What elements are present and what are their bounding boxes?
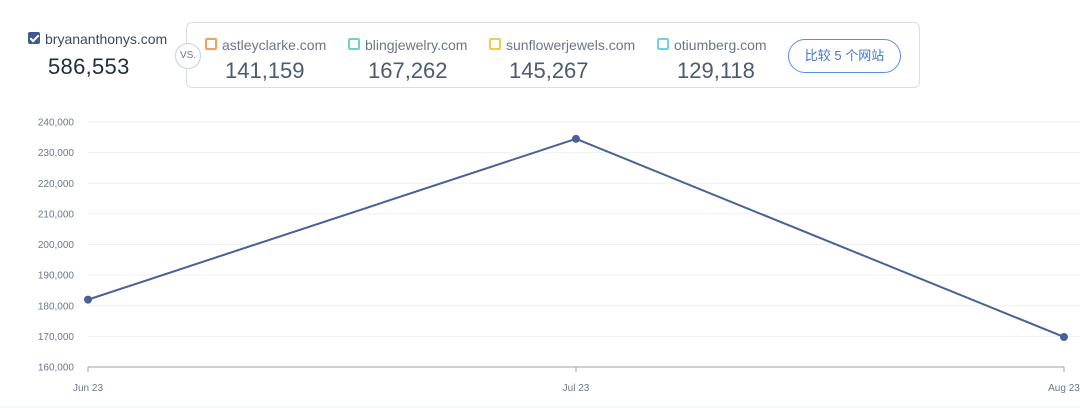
- y-tick-label: 240,000: [38, 118, 75, 129]
- competitor-item[interactable]: sunflowerjewels.com 145,267: [489, 36, 635, 84]
- y-tick-label: 190,000: [38, 271, 75, 282]
- primary-site-domain: bryananthonys.com: [45, 30, 168, 47]
- primary-site-value: 586,553: [48, 54, 130, 79]
- y-axis: 160,000 170,000 180,000 190,000 200,000 210,0…: [38, 118, 75, 374]
- x-tick-label: Jun 23: [73, 383, 103, 394]
- competitor-checkbox[interactable]: [348, 37, 360, 50]
- competitor-checkbox[interactable]: [489, 37, 501, 50]
- x-axis: Jun 23 Jul 23 Aug 23: [73, 366, 1080, 394]
- competitor-item[interactable]: blingjewelry.com 167,262: [348, 36, 467, 84]
- competitor-domain: sunflowerjewels.com: [506, 36, 636, 53]
- competitor-checkbox[interactable]: [205, 37, 217, 50]
- y-tick-label: 220,000: [38, 179, 75, 190]
- chart-grid: [88, 121, 1080, 337]
- y-tick-label: 160,000: [38, 363, 75, 374]
- primary-site-checkbox[interactable]: [28, 31, 40, 44]
- y-tick-label: 180,000: [38, 301, 75, 312]
- compare-sites-button[interactable]: 比较 5 个网站: [788, 39, 901, 73]
- vs-badge: VS.: [175, 43, 201, 69]
- y-tick-label: 200,000: [38, 240, 75, 251]
- y-tick-label: 170,000: [38, 332, 75, 343]
- competitor-value: 129,118: [677, 58, 755, 83]
- y-tick-label: 210,000: [38, 209, 75, 220]
- y-tick-label: 230,000: [38, 148, 75, 159]
- competitor-value: 167,262: [368, 58, 448, 83]
- primary-site: bryananthonys.com 586,553: [28, 30, 167, 80]
- data-point: [84, 295, 92, 304]
- data-point: [572, 134, 580, 143]
- x-tick-label: Jul 23: [563, 383, 590, 394]
- competitor-item[interactable]: otiumberg.com 129,118: [657, 36, 767, 84]
- competitor-value: 141,159: [225, 58, 305, 83]
- data-point: [1060, 332, 1068, 341]
- competitor-checkbox[interactable]: [657, 37, 669, 50]
- primary-site-header[interactable]: bryananthonys.com: [28, 30, 167, 48]
- competitor-domain: astleyclarke.com: [222, 36, 327, 53]
- competitor-value: 145,267: [509, 58, 589, 83]
- x-tick-label: Aug 23: [1048, 383, 1080, 394]
- competitor-item[interactable]: astleyclarke.com 141,159: [205, 36, 326, 84]
- competitor-domain: blingjewelry.com: [365, 36, 468, 53]
- chart-series: [84, 134, 1068, 341]
- competitor-box: astleyclarke.com 141,159 blingjewelry.co…: [186, 22, 920, 88]
- competitor-domain: otiumberg.com: [674, 36, 767, 53]
- series-line: [87, 137, 1065, 338]
